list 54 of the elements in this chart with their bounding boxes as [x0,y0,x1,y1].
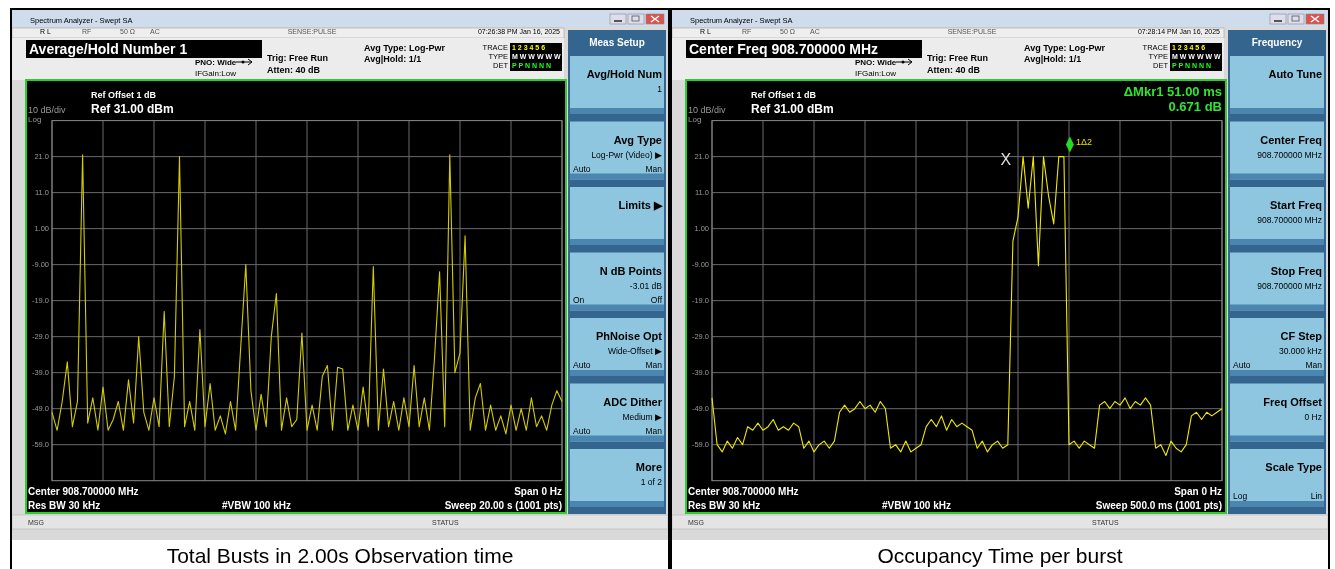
softkey-button: N dB Points -3.01 dB On Off [570,252,664,311]
text: 10 dB/div [28,105,67,115]
text: Avg Type: Log-Pwr [1024,43,1106,53]
text: Avg|Hold: 1/1 [364,54,422,64]
text: Avg Type: Log-Pwr [364,43,446,53]
text: Sweep 20.00 s (1001 pts) [444,500,562,511]
text: Span 0 Hz [1174,486,1222,497]
text: Meas Setup [589,37,645,48]
text: Ref 31.00 dBm [91,102,174,116]
text: Center 908.700000 MHz [28,486,139,497]
line-series [51,154,563,435]
chart-subtitle: ΔMkr1 51.00 ms 0.671 dB [1123,84,1222,114]
text: Log [688,115,702,124]
text: PNO: Wide [855,58,897,67]
text: Center 908.700000 MHz [688,486,799,497]
softkey-button: Center Freq 908.700000 MHz [1230,121,1324,180]
annotation: 1Δ2 [1075,136,1092,147]
text: Atten: 40 dB [927,65,981,75]
text: Span 0 Hz [514,486,562,497]
text: Frequency [1251,37,1303,48]
softkey-button: Auto Tune [1230,56,1324,114]
softkey-button: Avg Type Log-Pwr (Video) ▶ Auto Man [570,121,664,180]
text: Average/Hold Number 1 [29,41,188,57]
text: Occupancy Time per burst [877,544,1123,567]
text: PNO: Wide [195,58,237,67]
text: #VBW 100 kHz [222,500,291,511]
annotation: X [1000,150,1012,168]
softkey-button: Scale Type Log Lin [1230,449,1324,507]
text: Res BW 30 kHz [28,500,101,511]
text: Center Freq 908.700000 MHz [689,41,879,57]
softkey-button: ADC Dither Medium ▶ Auto Man [570,383,664,442]
softkey-button: More 1 of 2 [570,449,664,507]
text: IFGain:Low [195,69,237,78]
text: Ref Offset 1 dB [91,90,157,100]
text: Log [28,115,42,124]
text: Trig: Free Run [927,53,989,63]
text: Res BW 30 kHz [688,500,761,511]
text: Atten: 40 dB [267,65,321,75]
text: 10 dB/div [688,105,727,115]
text: #VBW 100 kHz [882,500,951,511]
softkey-button: Limits ▶ [570,187,664,245]
text: Avg|Hold: 1/1 [1024,54,1082,64]
softkey-button: Stop Freq 908.700000 MHz [1230,252,1324,311]
text: IFGain:Low [855,69,897,78]
text: Ref Offset 1 dB [751,90,817,100]
text: Sweep 500.0 ms (1001 pts) [1095,500,1222,511]
softkey-button: Start Freq 908.700000 MHz [1230,187,1324,245]
softkey-button: PhNoise Opt Wide-Offset ▶ Auto Man [570,318,664,376]
softkey-button: Avg/Hold Num 1 [570,56,664,114]
text: Ref 31.00 dBm [751,102,834,116]
softkey-button: Freq Offset 0 Hz [1230,383,1324,442]
text: Total Busts in 2.00s Observation time [166,544,514,567]
softkey-button: CF Step 30.000 kHz Auto Man [1230,318,1324,376]
text: Trig: Free Run [267,53,329,63]
